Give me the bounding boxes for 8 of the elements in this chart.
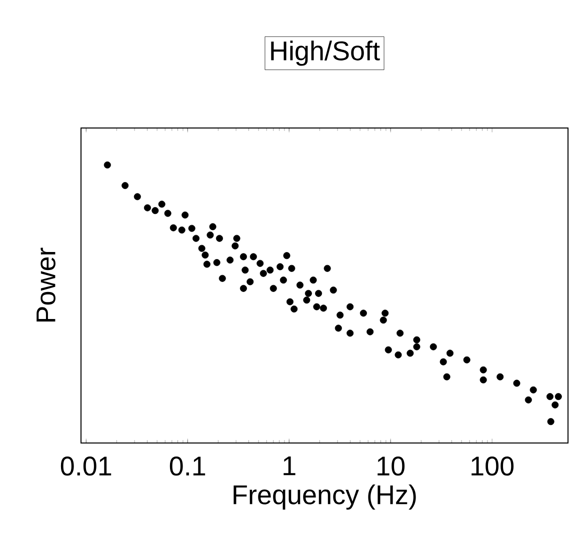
x-tick-label: 100 [472, 456, 514, 476]
y-axis-title: Power [36, 248, 56, 322]
x-axis-title: Frequency (Hz) [234, 484, 416, 510]
x-tick-label: 1 [284, 456, 296, 476]
x-tick-label: 0.1 [170, 456, 206, 476]
chart-title: High/Soft [271, 40, 380, 66]
x-tick-label: 10 [378, 456, 405, 476]
x-tick-label: 0.01 [60, 456, 112, 476]
